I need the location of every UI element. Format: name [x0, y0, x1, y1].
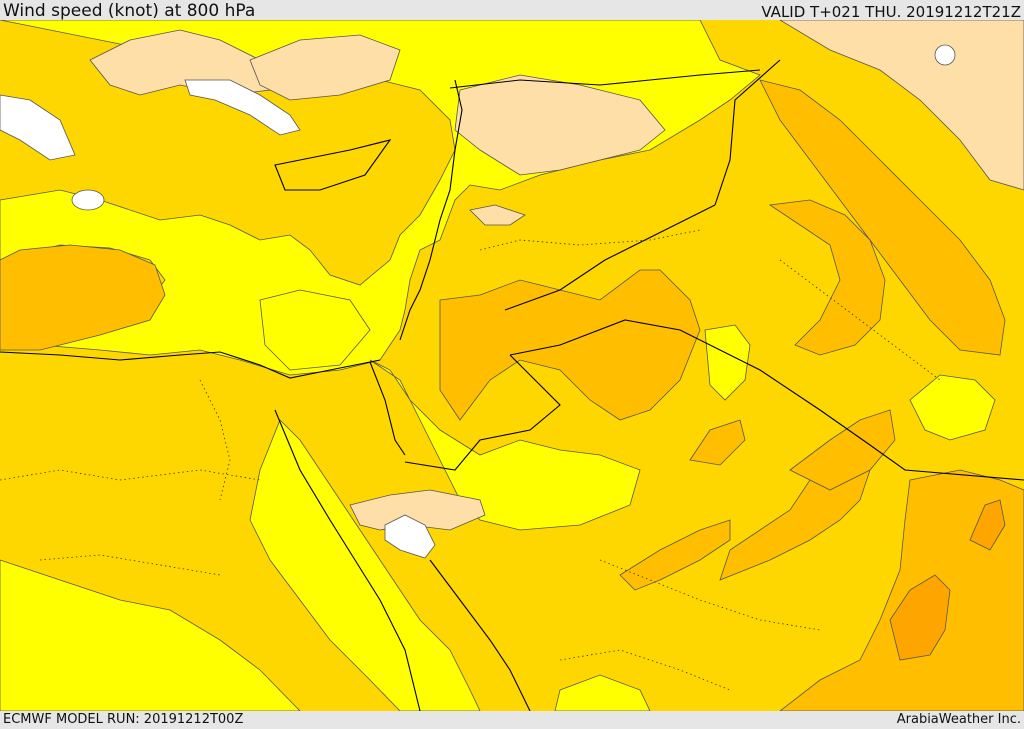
map-title: Wind speed (knot) at 800 hPa: [3, 1, 256, 21]
strong-wind-region-band: [619, 519, 731, 591]
moderate-wind-region-red-sea: [249, 419, 481, 711]
border-syria-turkey: [449, 69, 761, 89]
stronger-wind-region-saudi-east: [889, 574, 951, 661]
calm-region-gulf-of-aqaba: [384, 514, 436, 559]
border-cyprus: [274, 139, 392, 191]
moderate-wind-region-east: [909, 374, 996, 441]
map-footer: ECMWF MODEL RUN: 20191212T00Z ArabiaWeat…: [0, 711, 1024, 729]
calm-region-small: [71, 189, 105, 211]
model-run: ECMWF MODEL RUN: 20191212T00Z: [3, 712, 244, 727]
moderate-wind-region-cyprus-south: [259, 289, 371, 371]
moderate-wind-region-south: [554, 674, 651, 711]
border-iraq-iran: [714, 59, 781, 206]
valid-time: VALID T+021 THU. 20191212T21Z: [761, 3, 1021, 21]
light-wind-region-aqaba: [349, 489, 486, 531]
wind-speed-map[interactable]: [0, 20, 1024, 711]
border-saudi-jordan-south: [404, 354, 561, 471]
border-red-sea-east: [429, 559, 531, 711]
credit: ArabiaWeather Inc.: [896, 712, 1021, 727]
light-wind-region-caucasus: [779, 20, 1024, 191]
border-coast-levant: [399, 79, 463, 341]
strong-wind-region-gulf: [768, 199, 886, 356]
strong-wind-region-mediterranean: [0, 244, 166, 351]
strong-wind-region-iran: [759, 79, 1006, 356]
calm-region-aegean: [0, 94, 76, 161]
map-header: Wind speed (knot) at 800 hPa VALID T+021…: [0, 0, 1024, 21]
border-jordan-saudi: [509, 319, 1024, 481]
moderate-wind-region-sinai: [369, 359, 641, 531]
strong-wind-region-iraq-east: [789, 409, 896, 491]
border-egypt-coast: [0, 351, 381, 379]
calm-region-caspian: [934, 44, 956, 66]
strong-wind-region-southeast: [779, 469, 1024, 711]
moderate-wind-region-southwest: [0, 559, 301, 711]
admin-boundary-3: [39, 554, 221, 576]
border-jordan-iraq: [504, 204, 716, 311]
admin-boundary-5: [779, 259, 941, 381]
admin-boundary-1: [479, 229, 701, 251]
calm-region-sea-of-marmara: [184, 79, 301, 136]
border-red-sea-west: [274, 409, 421, 711]
strong-wind-region-iraq-south: [689, 419, 746, 466]
light-wind-region-turkey-east: [249, 34, 401, 101]
moderate-wind-region-iraq: [704, 324, 751, 401]
stronger-wind-region-small: [969, 499, 1006, 551]
admin-boundary-2: [0, 469, 261, 481]
light-wind-region-lebanon: [469, 204, 526, 226]
border-sinai: [369, 361, 406, 456]
